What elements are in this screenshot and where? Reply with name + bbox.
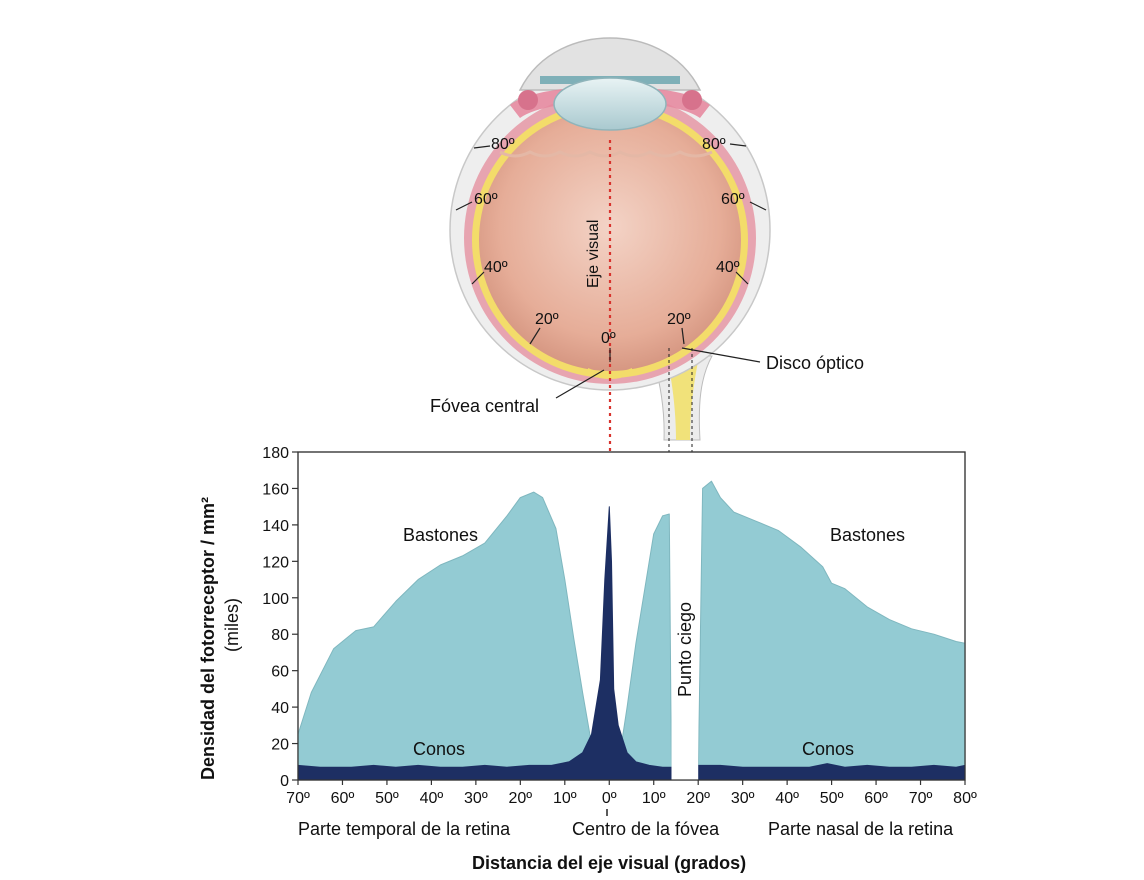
fovea-leader [555, 369, 605, 399]
angle-nasal-80: 80º [702, 136, 726, 153]
y-axis: 0 20 40 60 80 100 120 140 160 180 [262, 445, 298, 790]
x-tick-label: 30º [731, 790, 755, 807]
x-tick-label: 50º [820, 790, 844, 807]
y-tick-label: 80 [271, 627, 289, 644]
region-label-nasal: Parte nasal de la retina [768, 819, 954, 839]
optic-disc-leader [681, 347, 761, 363]
series-area-rods [297, 480, 966, 781]
x-tick-label: 30º [464, 790, 488, 807]
ora-serrata [499, 150, 713, 158]
y-tick-label: 0 [280, 773, 289, 790]
angle-temporal-80: 80º [491, 136, 515, 153]
angle-ticks [455, 143, 767, 362]
x-tick-label: 20º [686, 790, 710, 807]
series-label-rods-nasal: Bastones [830, 525, 905, 545]
angle-temporal-20: 20º [535, 311, 559, 328]
optic-disc-label: Disco óptico [766, 353, 864, 373]
x-tick-label: 10º [642, 790, 666, 807]
y-tick-label: 60 [271, 664, 289, 681]
visual-axis-label: Eje visual [585, 220, 602, 288]
x-tick-label: 60º [331, 790, 355, 807]
x-tick-label: 10º [553, 790, 577, 807]
x-tick-label: 40º [775, 790, 799, 807]
y-tick-label: 140 [262, 518, 289, 535]
x-tick-label: 0º [602, 790, 617, 807]
series-label-cones-nasal: Conos [802, 739, 854, 759]
series-label-rods-temporal: Bastones [403, 525, 478, 545]
y-tick-label: 180 [262, 445, 289, 462]
eye-illustration: Eje visual 80º 60º 40º 20º 80º 60º 40º 2… [430, 37, 864, 506]
x-tick-label: 80º [953, 790, 977, 807]
x-axis-title: Distancia del eje visual (grados) [472, 853, 746, 873]
x-tick-label: 70º [909, 790, 933, 807]
x-tick-label: 70º [286, 790, 310, 807]
x-tick-label: 40º [420, 790, 444, 807]
y-axis-subtitle: (miles) [222, 598, 242, 652]
ciliary-left [518, 90, 538, 110]
x-tick-label: 50º [375, 790, 399, 807]
series-label-cones-temporal: Conos [413, 739, 465, 759]
y-tick-label: 100 [262, 591, 289, 608]
series-area-cones [297, 506, 966, 781]
lens [553, 77, 667, 131]
angle-temporal-60: 60º [474, 191, 498, 208]
series-layer [297, 480, 966, 781]
y-tick-label: 20 [271, 737, 289, 754]
fovea-label: Fóvea central [430, 396, 539, 416]
plot-frame [297, 451, 966, 781]
x-tick-label: 20º [509, 790, 533, 807]
y-axis-title: Densidad del fotorreceptor / mm² [198, 497, 218, 780]
angle-nasal-20: 20º [667, 311, 691, 328]
density-chart: Punto ciego 0 20 40 60 80 100 120 140 160 180 70º… [198, 445, 977, 873]
blind-spot-band [671, 453, 699, 780]
y-tick-label: 160 [262, 481, 289, 498]
y-tick-label: 40 [271, 700, 289, 717]
blind-spot-label: Punto ciego [675, 602, 695, 697]
x-tick-label: 60º [864, 790, 888, 807]
angle-nasal-60: 60º [721, 191, 745, 208]
region-label-center: Centro de la fóvea [572, 819, 720, 839]
angle-center-0: 0º [601, 330, 616, 347]
angle-nasal-40: 40º [716, 259, 740, 276]
region-label-temporal: Parte temporal de la retina [298, 819, 511, 839]
angle-temporal-40: 40º [484, 259, 508, 276]
ciliary-right [682, 90, 702, 110]
y-tick-label: 120 [262, 554, 289, 571]
x-axis: 70º 60º 50º 40º 30º 20º 10º 0º 10º 20º 30º 40º 50º 60… [286, 780, 977, 807]
